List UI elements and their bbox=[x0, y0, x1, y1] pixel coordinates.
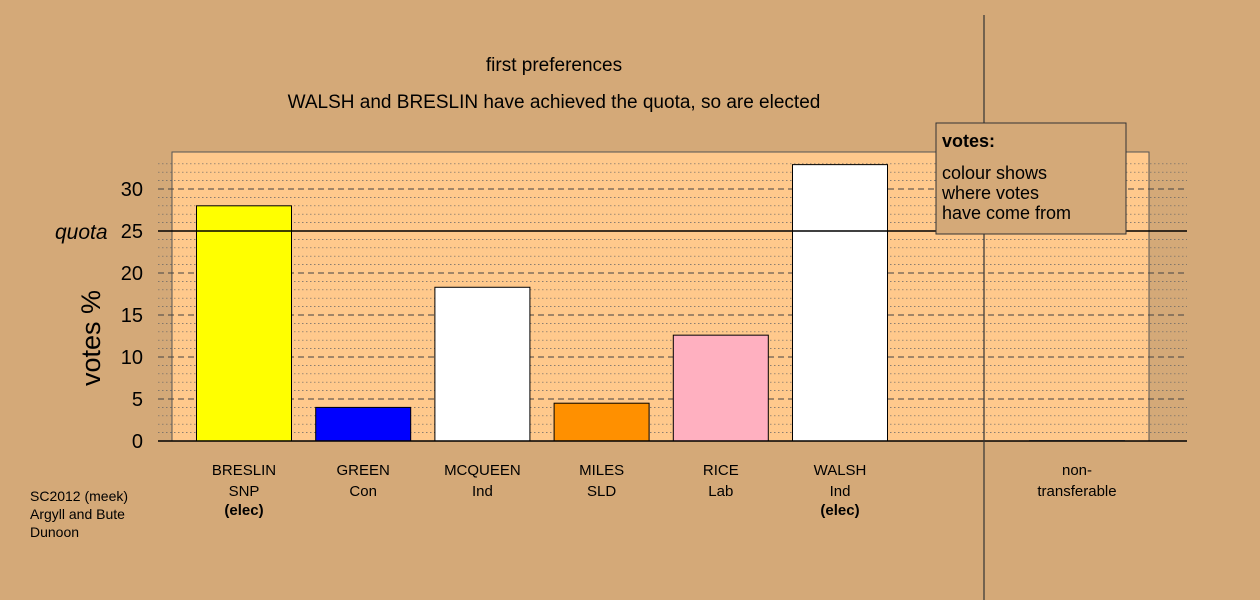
x-label-status: (elec) bbox=[820, 502, 859, 519]
x-axis-labels: BRESLIN SNP (elec) GREEN Con MCQUEEN Ind MILES S… bbox=[212, 462, 1117, 519]
chart-subtitle: WALSH and BRESLIN have achieved the quot… bbox=[288, 92, 821, 113]
x-label-party: Ind bbox=[472, 483, 493, 500]
y-tick-label: 15 bbox=[121, 305, 143, 327]
y-axis-label: votes % bbox=[76, 290, 106, 386]
bar-green bbox=[315, 406, 412, 442]
y-tick-label: 0 bbox=[132, 431, 143, 453]
y-tick-label: 5 bbox=[132, 389, 143, 411]
x-label-party: SLD bbox=[587, 483, 616, 500]
bar-breslin bbox=[196, 205, 292, 442]
bars bbox=[196, 164, 1125, 442]
bar-walsh bbox=[792, 164, 888, 442]
x-label-party: Ind bbox=[830, 483, 851, 500]
legend: votes: colour shows where votes have com… bbox=[935, 122, 1127, 235]
legend-box bbox=[935, 122, 1127, 235]
legend-line-1: colour shows bbox=[942, 163, 1047, 183]
legend-line-2: where votes bbox=[941, 183, 1039, 203]
y-tick-label: 20 bbox=[121, 263, 143, 285]
x-label-party: Lab bbox=[708, 483, 733, 500]
legend-title: votes: bbox=[942, 131, 995, 151]
legend-line-3: have come from bbox=[942, 203, 1071, 223]
quota-label: quota bbox=[55, 221, 108, 244]
y-tick-label: 25 bbox=[121, 221, 143, 243]
x-label-non-transferable-1: non- bbox=[1062, 462, 1092, 479]
y-tick-label: 10 bbox=[121, 347, 143, 369]
y-tick-label: 30 bbox=[121, 179, 143, 201]
bar-miles bbox=[553, 402, 650, 442]
chart-title: first preferences bbox=[486, 55, 622, 76]
bar-rice bbox=[672, 334, 769, 442]
footer-line-3: Dunoon bbox=[30, 524, 79, 540]
x-label-name: BRESLIN bbox=[212, 462, 276, 479]
footer-line-1: SC2012 (meek) bbox=[30, 488, 128, 504]
x-label-name: RICE bbox=[703, 462, 739, 479]
x-label-name: GREEN bbox=[337, 462, 390, 479]
major-gridlines bbox=[158, 188, 1187, 400]
x-label-party: SNP bbox=[229, 483, 260, 500]
x-label-name: MCQUEEN bbox=[444, 462, 521, 479]
x-label-name: WALSH bbox=[814, 462, 867, 479]
footer-line-2: Argyll and Bute bbox=[30, 506, 125, 522]
x-label-name: MILES bbox=[579, 462, 624, 479]
x-label-non-transferable-2: transferable bbox=[1037, 483, 1116, 500]
x-label-party: Con bbox=[349, 483, 377, 500]
bar-mcqueen bbox=[434, 286, 531, 442]
x-label-status: (elec) bbox=[224, 502, 263, 519]
